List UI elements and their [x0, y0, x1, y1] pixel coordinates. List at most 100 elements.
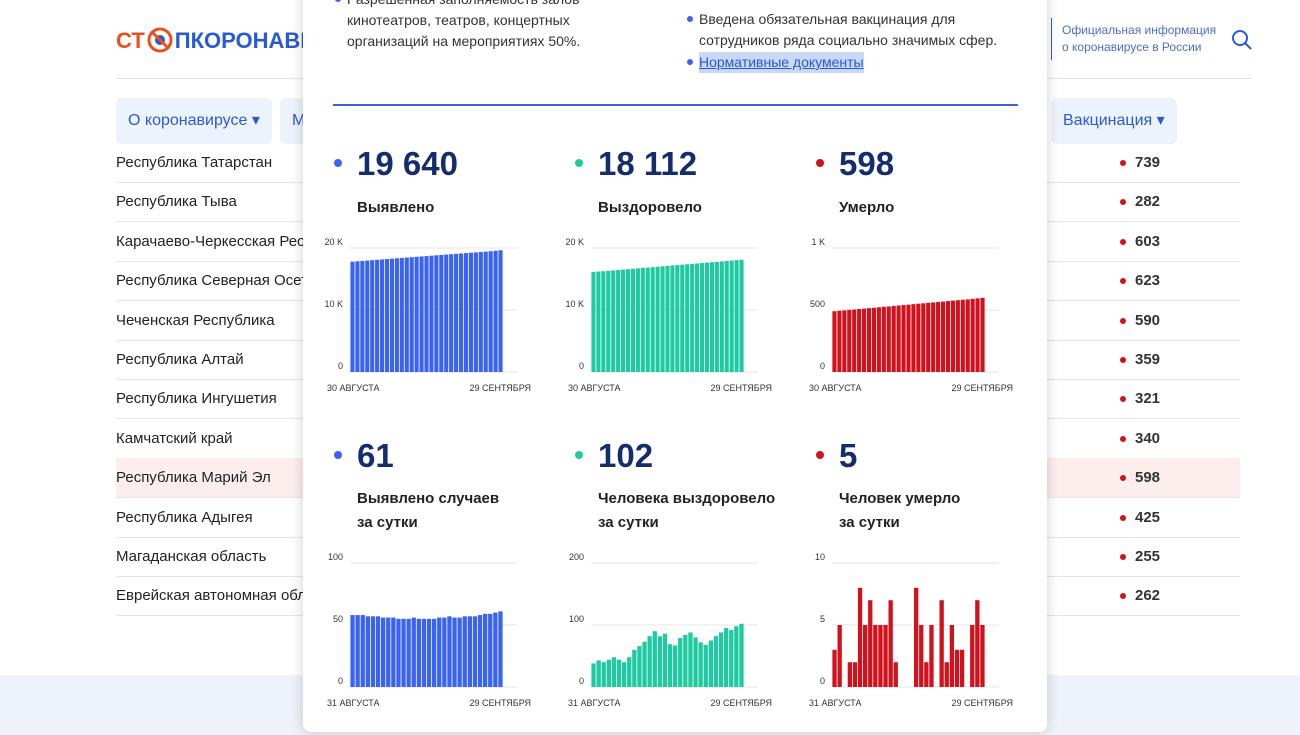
document-link[interactable]: Нормативные документы: [699, 52, 864, 73]
bar: [675, 265, 680, 372]
bar: [939, 600, 944, 687]
bar: [616, 659, 622, 687]
bar: [670, 265, 675, 372]
region-name: Камчатский край: [116, 429, 233, 447]
bar: [698, 642, 703, 687]
nav-label: Вакцинация: [1063, 112, 1153, 129]
nav-button[interactable]: Вакцинация ▾: [1051, 98, 1177, 144]
bar: [630, 268, 636, 372]
dot: [1120, 475, 1126, 482]
bar: [622, 662, 627, 687]
bar: [637, 646, 642, 687]
region-value: 340: [1135, 429, 1161, 447]
y-tick-label: 10 K: [565, 299, 584, 309]
bar: [434, 255, 439, 372]
bar: [724, 628, 729, 687]
dot: [1120, 514, 1126, 521]
bar: [944, 662, 949, 687]
chart-label: Умерло: [839, 199, 894, 216]
bar: [667, 644, 673, 687]
y-tick-label: 0: [579, 676, 584, 686]
bar: [596, 271, 601, 372]
bar: [493, 612, 498, 687]
region-value: 590: [1135, 311, 1161, 329]
bar: [647, 636, 652, 687]
bar: [896, 305, 901, 372]
bar: [493, 250, 498, 372]
bar: [424, 256, 429, 372]
headline-value: 598: [839, 145, 894, 182]
bar: [632, 649, 637, 687]
bar: [832, 649, 837, 687]
region-name: Чеченская Республика: [116, 311, 275, 329]
bar: [429, 255, 434, 372]
modal-divider: [333, 104, 1018, 106]
logo-text: СТ: [116, 28, 145, 53]
bar: [657, 636, 662, 687]
notice-text: Разрешенная заполняемость залов кинотеат…: [347, 0, 581, 49]
y-tick-label: 0: [338, 676, 343, 686]
bar: [355, 261, 360, 372]
bullet: [335, 0, 341, 2]
bar: [645, 267, 650, 372]
bar: [837, 310, 842, 372]
nav-button[interactable]: О коронавирусе ▾: [116, 98, 272, 144]
bar: [695, 263, 700, 372]
bullet: [687, 16, 693, 22]
dot: [1120, 160, 1126, 166]
bar: [370, 616, 376, 687]
bar: [857, 309, 862, 372]
bar: [719, 261, 724, 372]
region-name: Республика Татарстан: [116, 154, 273, 171]
y-tick-label: 100: [569, 614, 584, 624]
region-name: Республика Тыва: [116, 193, 237, 211]
bar: [652, 631, 657, 687]
bar: [472, 616, 478, 687]
bar: [724, 261, 729, 372]
headline-value: 61: [357, 437, 394, 474]
search-icon[interactable]: [1230, 28, 1254, 52]
bar: [394, 258, 399, 372]
bar: [868, 600, 873, 687]
header-info: Официальная информация о коронавирусе в Р…: [1062, 22, 1216, 56]
bar: [380, 259, 385, 372]
bar: [635, 268, 640, 372]
bar: [601, 271, 606, 372]
bar: [452, 617, 457, 687]
bar: [596, 660, 601, 687]
bar: [734, 260, 739, 372]
bar: [929, 625, 934, 687]
bar: [931, 302, 936, 372]
bar: [488, 251, 493, 372]
bar: [468, 252, 473, 372]
bar: [462, 616, 467, 687]
region-name: Республика Алтай: [116, 351, 244, 368]
y-tick-label: 0: [820, 676, 825, 686]
bar: [660, 266, 665, 372]
region-name: Республика Ингушетия: [116, 390, 277, 408]
bar: [911, 304, 916, 372]
nav-label: М: [292, 112, 306, 129]
x-tick-label: 30 АВГУСТА: [327, 383, 380, 393]
bar: [703, 644, 708, 687]
bar: [940, 301, 946, 372]
bar: [655, 266, 660, 372]
bar: [444, 254, 449, 372]
bar: [862, 308, 867, 372]
bar: [454, 253, 459, 372]
bar: [965, 299, 970, 372]
bar: [709, 262, 714, 372]
dot: [1120, 396, 1126, 403]
bar: [842, 310, 847, 372]
bar: [463, 253, 469, 372]
bar: [483, 251, 488, 372]
y-tick-label: 200: [569, 552, 584, 562]
region-value: 359: [1135, 351, 1161, 368]
bar: [458, 253, 464, 372]
chart-label: за сутки: [839, 514, 900, 531]
bar: [921, 303, 926, 372]
bar: [406, 618, 411, 687]
bar: [627, 657, 632, 687]
y-tick-label: 0: [338, 361, 343, 371]
bar: [852, 662, 858, 687]
